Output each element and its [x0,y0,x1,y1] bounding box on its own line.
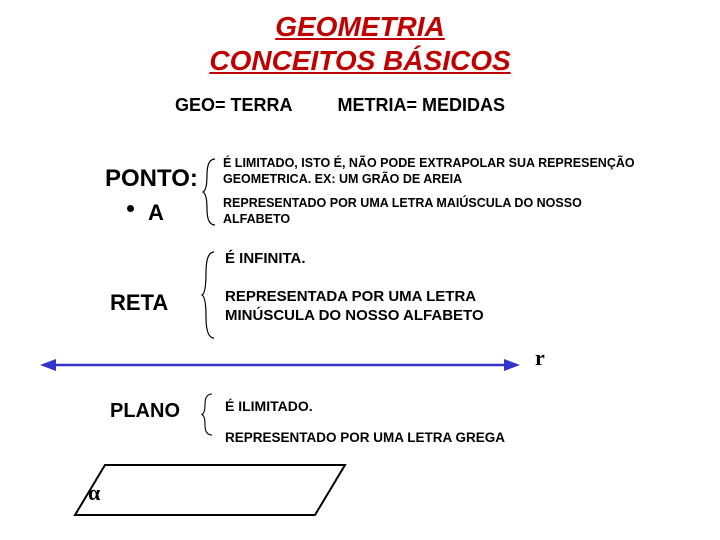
plano-description-2: REPRESENTADO POR UMA LETRA GREGA [225,430,505,445]
etymology-row: GEO= TERRA METRIA= MEDIDAS [0,95,720,116]
reta-description-2: REPRESENTADA POR UMA LETRAMINÚSCULA DO N… [225,288,484,326]
title-line-1: GEOMETRIA [0,10,720,44]
plano-description-1: É ILIMITADO. [225,398,313,414]
ponto-dot-icon [127,205,134,212]
reta-letter: r [535,345,545,371]
title-line-2: CONCEITOS BÁSICOS [0,44,720,78]
ponto-label: PONTO: [105,165,198,193]
etymology-geo: GEO= TERRA [175,95,293,116]
plane-shape-icon [70,460,350,520]
reta-description-1: É INFINITA. [225,250,306,267]
ponto-letter: A [148,200,164,226]
brace-icon [200,392,216,437]
title-block: GEOMETRIA CONCEITOS BÁSICOS [0,0,720,77]
ponto-description-2: REPRESENTADO POR UMA LETRA MAIÚSCULA DO … [223,195,582,228]
brace-icon [201,157,219,227]
etymology-metria: METRIA= MEDIDAS [338,95,506,116]
reta-line-icon [40,355,520,375]
ponto-description-1: É LIMITADO, ISTO É, NÃO PODE EXTRAPOLAR … [223,155,635,188]
reta-label: RETA [110,290,168,316]
plano-label: PLANO [110,400,180,423]
plano-letter: α [88,480,100,506]
brace-icon [200,250,218,340]
